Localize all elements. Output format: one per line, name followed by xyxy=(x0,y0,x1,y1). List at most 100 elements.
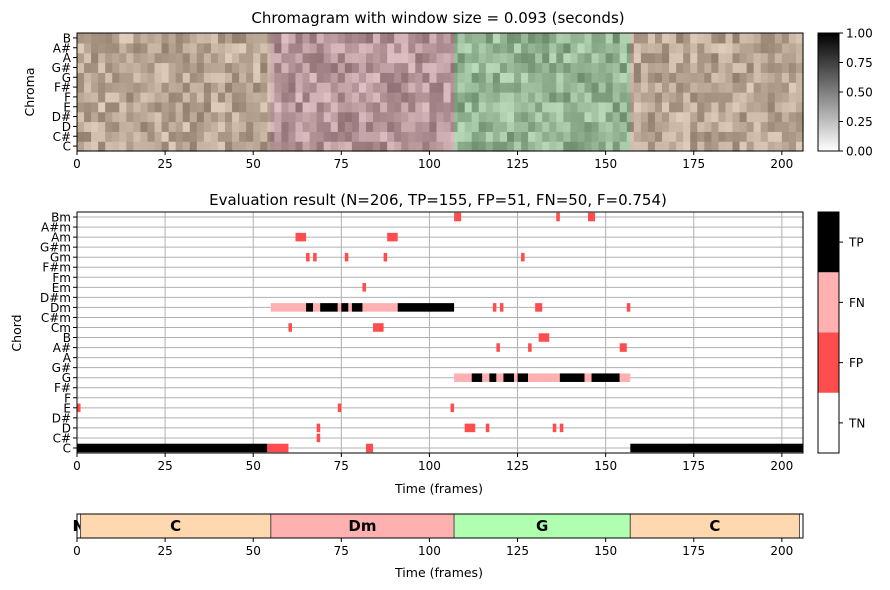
chroma-cell xyxy=(605,92,614,103)
chroma-cell xyxy=(98,52,106,64)
y-tick-label: D# xyxy=(52,411,71,425)
chroma-cell xyxy=(669,52,677,64)
chroma-cell xyxy=(203,82,212,93)
chroma-cell xyxy=(605,82,614,93)
chroma-cell xyxy=(591,131,600,142)
chroma-cell xyxy=(168,141,177,152)
chroma-cell xyxy=(485,42,494,54)
chroma-cell xyxy=(203,33,212,44)
chroma-cell xyxy=(126,111,134,123)
chroma-cell xyxy=(450,52,459,64)
chroma-cell xyxy=(781,121,790,132)
chroma-cell xyxy=(295,121,304,132)
y-tick-label: F# xyxy=(54,381,71,395)
chroma-cell xyxy=(253,141,261,152)
chroma-cell xyxy=(168,111,177,123)
chroma-cell xyxy=(253,33,261,44)
chroma-cell xyxy=(147,72,156,83)
chroma-cell xyxy=(408,92,416,103)
chroma-cell xyxy=(422,52,431,64)
chroma-cell xyxy=(98,131,106,142)
chroma-cell xyxy=(225,111,233,123)
chroma-cell xyxy=(774,33,783,44)
chroma-cell xyxy=(443,72,452,83)
chroma-cell xyxy=(443,42,452,54)
chroma-cell xyxy=(767,72,776,83)
chroma-cell xyxy=(175,141,184,152)
chroma-cell xyxy=(457,33,466,44)
chroma-cell xyxy=(619,141,628,152)
chroma-cell xyxy=(499,111,508,123)
chroma-cell xyxy=(365,92,374,103)
chroma-cell xyxy=(196,101,205,113)
chroma-cell xyxy=(591,33,600,44)
chroma-cell xyxy=(161,62,170,73)
chroma-cell xyxy=(373,121,381,132)
chroma-cell xyxy=(84,111,92,123)
chroma-cell xyxy=(690,82,698,93)
chroma-cell xyxy=(182,62,191,73)
chroma-cell xyxy=(647,92,656,103)
chroma-cell xyxy=(133,92,142,103)
eval-cell-fp xyxy=(337,403,342,413)
chroma-cell xyxy=(746,33,755,44)
chroma-cell xyxy=(774,82,783,93)
chroma-cell xyxy=(168,121,177,132)
y-tick-label: C xyxy=(63,441,71,455)
chroma-cell xyxy=(161,82,170,93)
chroma-cell xyxy=(217,111,226,123)
chroma-cell xyxy=(521,82,529,93)
eval-cell-tp xyxy=(503,373,515,382)
chroma-cell xyxy=(506,101,515,113)
chroma-cell xyxy=(344,62,353,73)
chroma-cell xyxy=(330,141,339,152)
chroma-cell xyxy=(91,52,99,64)
chroma-cell xyxy=(612,62,621,73)
chroma-cell xyxy=(225,72,233,83)
chroma-cell xyxy=(351,82,360,93)
chroma-cell xyxy=(633,72,642,83)
chroma-cell xyxy=(492,131,501,142)
chroma-cell xyxy=(126,62,134,73)
chroma-cell xyxy=(401,111,409,123)
chroma-cell xyxy=(217,101,226,113)
x-tick-label: 175 xyxy=(682,459,705,473)
chroma-cell xyxy=(584,33,593,44)
chroma-cell xyxy=(429,42,438,54)
chroma-cell xyxy=(147,33,156,44)
chroma-cell xyxy=(605,141,614,152)
chroma-cell xyxy=(499,141,508,152)
chroma-cell xyxy=(732,62,741,73)
chroma-cell xyxy=(499,101,508,113)
chroma-cell xyxy=(464,62,473,73)
chroma-cell xyxy=(140,42,149,54)
chroma-cell xyxy=(626,111,635,123)
chroma-cell xyxy=(288,82,297,93)
chroma-cell xyxy=(654,111,663,123)
chroma-cell xyxy=(182,111,191,123)
chroma-cell xyxy=(119,82,127,93)
chroma-cell xyxy=(647,141,656,152)
chroma-cell xyxy=(365,33,374,44)
chroma-cell xyxy=(316,42,325,54)
chroma-cell xyxy=(232,101,240,113)
legend-label-tn: TN xyxy=(848,416,865,430)
chroma-cell xyxy=(753,72,762,83)
chroma-cell xyxy=(683,33,691,44)
chroma-cell xyxy=(577,72,586,83)
chroma-cell xyxy=(246,121,254,132)
chroma-cell xyxy=(704,101,712,113)
chroma-cell xyxy=(253,42,261,54)
chroma-cell xyxy=(365,121,374,132)
chroma-cell xyxy=(380,92,388,103)
chroma-cell xyxy=(267,131,275,142)
chroma-cell xyxy=(98,82,106,93)
chroma-cell xyxy=(168,131,177,142)
chroma-cell xyxy=(746,82,755,93)
chroma-cell xyxy=(795,72,804,83)
chroma-cell xyxy=(147,121,156,132)
chroma-cell xyxy=(436,52,445,64)
chroma-cell xyxy=(436,72,445,83)
chroma-cell xyxy=(196,92,205,103)
chroma-cell xyxy=(267,33,275,44)
